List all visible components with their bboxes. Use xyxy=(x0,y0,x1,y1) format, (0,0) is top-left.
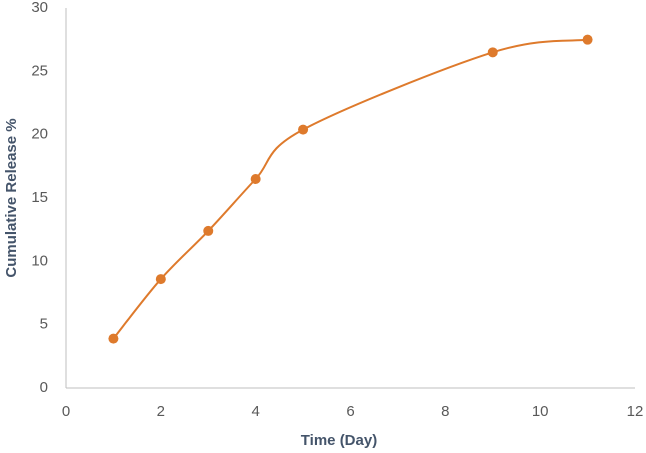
x-tick-label: 2 xyxy=(157,403,165,420)
point xyxy=(298,124,309,135)
x-tick-label: 4 xyxy=(251,403,259,420)
point xyxy=(250,174,261,184)
point xyxy=(487,47,498,58)
line xyxy=(112,38,588,340)
y-tick-label: 5 xyxy=(40,316,48,333)
point xyxy=(108,333,119,344)
x-tick-label: 8 xyxy=(441,403,449,420)
x-tick-label: 10 xyxy=(532,403,549,420)
y-axis-title: Cumulative Release % xyxy=(3,118,20,277)
point xyxy=(582,34,593,45)
y-tick-label: 0 xyxy=(40,379,48,396)
x-tick-label: 0 xyxy=(62,403,70,420)
y-tick-label: 15 xyxy=(31,189,48,206)
y-tick-label: 30 xyxy=(31,0,48,16)
y-tick-label: 25 xyxy=(31,62,48,79)
y-tick-label: 20 xyxy=(31,126,48,143)
point xyxy=(155,274,166,285)
x-tick-label: 6 xyxy=(346,403,354,420)
y-tick-label: 10 xyxy=(31,252,48,269)
x-axis-title: Time (Day) xyxy=(301,432,377,449)
point xyxy=(203,225,214,236)
x-tick-label: 12 xyxy=(627,403,644,420)
